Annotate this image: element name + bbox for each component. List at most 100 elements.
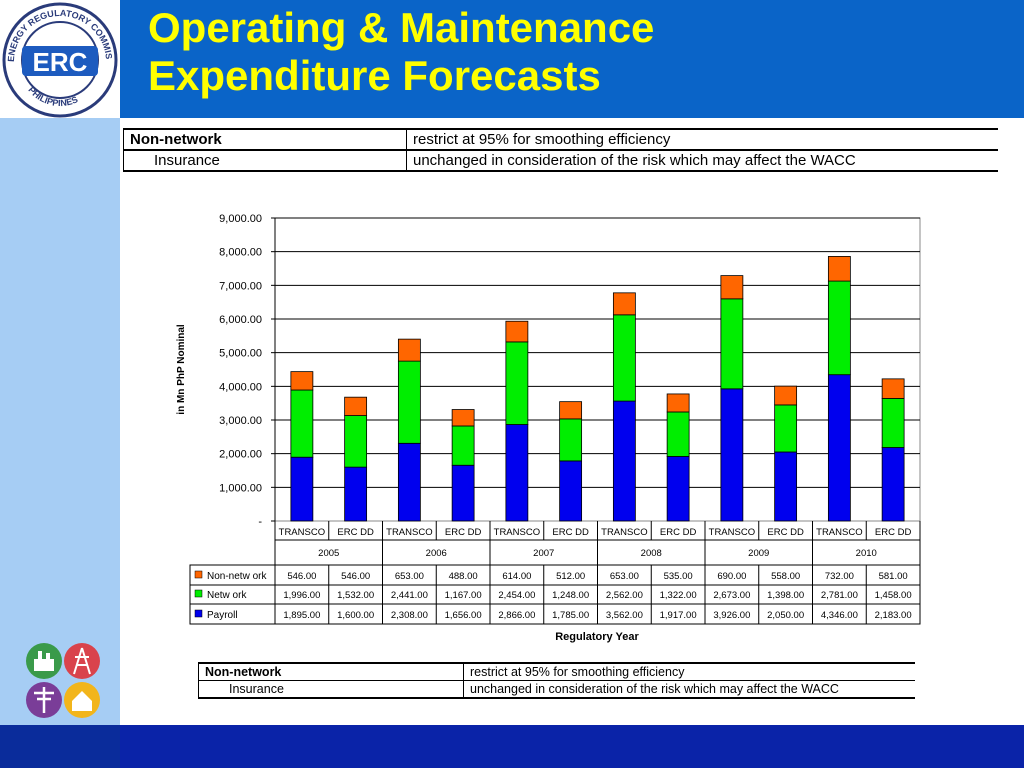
category-label: ERC DD [875,527,912,538]
legend-label: Payroll [207,610,238,621]
note-text-nonnetwork: restrict at 95% for smoothing efficiency [406,129,998,151]
x-axis-title: Regulatory Year [555,631,639,643]
data-label: 1,656.00 [445,610,482,621]
category-label: ERC DD [767,527,804,538]
data-label: 732.00 [825,571,854,582]
bar-network [397,360,421,444]
bar-payroll [451,464,475,522]
data-label: 1,917.00 [660,610,697,621]
data-label: 3,926.00 [713,610,750,621]
data-label: 1,600.00 [337,610,374,621]
data-label: 2,866.00 [498,610,535,621]
legend-label: Non-netw ork [207,571,267,582]
legend-swatch [194,570,203,579]
data-label: 690.00 [717,571,746,582]
bar-network [612,314,636,402]
power-plant-icon [26,643,62,679]
bar-network [720,298,744,390]
logo-text: ERC [33,47,88,77]
data-label: 2,454.00 [498,590,535,601]
data-label: 1,248.00 [552,590,589,601]
category-label: TRANSCO [386,527,432,538]
bar-network [827,280,851,376]
bar-nonnetwork [559,401,583,420]
category-label: TRANSCO [279,527,325,538]
legend-swatch [194,609,203,618]
data-label: 488.00 [449,571,478,582]
category-label: ERC DD [552,527,589,538]
bar-network [559,418,583,462]
year-label: 2007 [533,548,554,559]
note-label-nonnetwork-2: Non-network [198,663,464,681]
data-label: 1,398.00 [767,590,804,601]
bar-payroll [666,456,690,522]
data-label: 2,183.00 [875,610,912,621]
footer-left [0,725,120,768]
bar-network [505,341,529,425]
bar-payroll [774,451,798,522]
bar-network [290,389,314,458]
bar-nonnetwork [397,338,421,362]
data-label: 1,785.00 [552,610,589,621]
year-label: 2010 [856,548,877,559]
note-table-bottom: Non-network restrict at 95% for smoothin… [198,662,915,699]
data-label: 512.00 [556,571,585,582]
data-label: 4,346.00 [821,610,858,621]
y-tick-label: 6,000.00 [219,314,262,326]
year-label: 2008 [641,548,662,559]
y-tick-label: 9,000.00 [219,213,262,225]
data-label: 558.00 [771,571,800,582]
year-label: 2009 [748,548,769,559]
note-text-insurance-2: unchanged in consideration of the risk w… [470,682,839,696]
data-label: 546.00 [341,571,370,582]
note-table-top: Non-network restrict at 95% for smoothin… [123,128,998,172]
bar-nonnetwork [451,409,475,427]
data-label: 535.00 [664,571,693,582]
data-label: 2,050.00 [767,610,804,621]
bar-nonnetwork [827,256,851,282]
category-label: TRANSCO [601,527,647,538]
bar-network [774,404,798,453]
category-label: ERC DD [337,527,374,538]
title-line-2: Expenditure Forecasts [148,52,601,99]
data-label: 1,458.00 [875,590,912,601]
year-label: 2005 [318,548,339,559]
bar-payroll [881,447,905,522]
bar-nonnetwork [666,393,690,413]
bar-nonnetwork [505,320,529,343]
note-label-nonnetwork: Non-network [123,129,407,151]
erc-logo: ENERGY REGULATORY COMMISSION PHILIPPINES… [0,0,120,118]
transmission-tower-icon [64,643,100,679]
bar-nonnetwork [774,385,798,406]
plot-area [274,217,921,522]
bar-nonnetwork [344,396,368,416]
y-tick-label: 2,000.00 [219,449,262,461]
year-label: 2006 [426,548,447,559]
bar-payroll [559,460,583,522]
note-text-insurance: unchanged in consideration of the risk w… [413,152,856,169]
category-label: TRANSCO [494,527,540,538]
data-label: 653.00 [395,571,424,582]
bar-network [344,415,368,468]
consumer-home-icon [64,682,100,718]
data-label: 614.00 [502,571,531,582]
bar-payroll [612,400,636,522]
data-label: 2,308.00 [391,610,428,621]
bar-payroll [720,388,744,522]
note-label-insurance-2: Insurance [198,680,464,698]
distribution-pole-icon [26,682,62,718]
y-tick-label: 3,000.00 [219,415,262,427]
bar-network [451,425,475,466]
bar-payroll [505,424,529,522]
note-text-nonnetwork-2: restrict at 95% for smoothing efficiency [463,663,915,681]
y-tick-label: 5,000.00 [219,348,262,360]
data-label: 2,441.00 [391,590,428,601]
bar-payroll [827,374,851,522]
bar-nonnetwork [720,275,744,300]
y-tick-label: 7,000.00 [219,280,262,292]
category-label: ERC DD [660,527,697,538]
data-label: 653.00 [610,571,639,582]
legend-label: Netw ork [207,590,247,601]
y-tick-label: 1,000.00 [219,482,262,494]
bar-network [881,398,905,448]
